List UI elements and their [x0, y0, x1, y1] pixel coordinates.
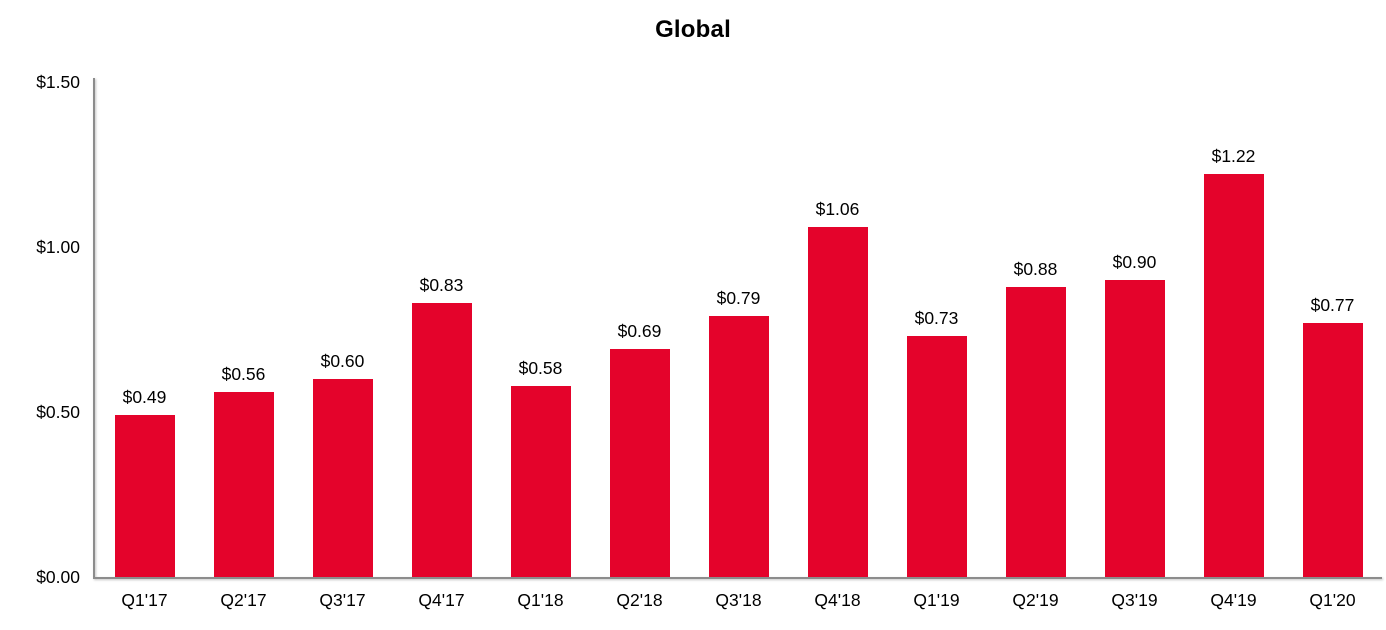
- bar: [114, 415, 175, 577]
- bar-value-label: $0.60: [320, 351, 365, 371]
- y-axis-tick-label: $1.50: [36, 72, 80, 92]
- bar-value-label: $0.90: [1112, 252, 1157, 272]
- bar-group: $0.83 Q4'17: [392, 82, 491, 610]
- bar: [312, 379, 373, 577]
- bar-value-label: $0.58: [518, 357, 563, 378]
- x-axis-tick-label: Q3'18: [715, 590, 762, 610]
- bar: [1005, 286, 1066, 577]
- bar-group: $0.79 Q3'18: [689, 82, 788, 610]
- bar: [609, 349, 670, 577]
- x-axis-tick-label: Q3'19: [1111, 590, 1158, 610]
- bar-group: $0.69 Q2'18: [590, 82, 689, 610]
- x-axis-tick-label: Q4'19: [1210, 590, 1257, 610]
- bar: [906, 336, 967, 577]
- x-axis-tick-label: Q4'18: [814, 590, 861, 610]
- bar-group: $0.73 Q1'19: [887, 82, 986, 610]
- bar-value-label: $0.77: [1310, 294, 1355, 315]
- bar-group: $1.22 Q4'19: [1184, 82, 1283, 610]
- x-axis-tick-label: Q1'17: [121, 590, 168, 610]
- bar-value-label: $1.22: [1211, 146, 1256, 167]
- bar-value-label: $1.06: [815, 199, 860, 220]
- bar-value-label: $0.56: [221, 364, 266, 385]
- bar-group: $0.56 Q2'17: [194, 82, 293, 610]
- bar: [411, 303, 472, 577]
- x-axis-line: [93, 577, 1382, 579]
- y-axis-tick-label: $0.50: [36, 402, 80, 422]
- bar-group: $0.60 Q3'17: [293, 82, 392, 610]
- x-axis-tick-label: Q4'17: [418, 590, 465, 610]
- bar-group: $0.58 Q1'18: [491, 82, 590, 610]
- bar-value-label: $0.83: [419, 275, 464, 296]
- bar: [1302, 322, 1363, 577]
- bar-group: $0.88 Q2'19: [986, 82, 1085, 610]
- x-axis-tick-label: Q2'19: [1012, 590, 1059, 610]
- y-axis: $0.00 $0.50 $1.00 $1.50: [0, 0, 80, 630]
- x-axis-tick-label: Q1'19: [913, 590, 960, 610]
- x-axis-tick-label: Q2'18: [616, 590, 663, 610]
- x-axis-tick-label: Q1'20: [1309, 590, 1356, 610]
- x-axis-tick-label: Q3'17: [319, 590, 366, 610]
- bar-value-label: $0.88: [1013, 258, 1058, 279]
- bar: [807, 227, 868, 577]
- bar-group: $0.77 Q1'20: [1283, 82, 1382, 610]
- bar: [213, 392, 274, 577]
- y-axis-tick-label: $1.00: [36, 237, 80, 257]
- bar-value-label: $0.69: [617, 321, 662, 342]
- bar: [708, 316, 769, 577]
- bar-value-label: $0.79: [716, 288, 761, 309]
- y-axis-line: [93, 78, 95, 577]
- bar-value-label: $0.49: [122, 387, 167, 408]
- bar-group: $0.49 Q1'17: [95, 82, 194, 610]
- bar-group: $1.06 Q4'18: [788, 82, 887, 610]
- y-axis-tick-label: $0.00: [36, 567, 80, 587]
- x-axis-tick-label: Q1'18: [517, 590, 564, 610]
- x-axis-tick-label: Q2'17: [220, 590, 267, 610]
- bar: [510, 385, 571, 577]
- bar-value-label: $0.73: [914, 308, 959, 329]
- chart-title: Global: [655, 16, 731, 43]
- plot-area: $0.49 Q1'17 $0.56 Q2'17 $0.60 Q3'17 $0.83 Q4'17…: [95, 82, 1382, 610]
- bar: [1104, 280, 1165, 577]
- bar-group: $0.90 Q3'19: [1085, 82, 1184, 610]
- bar: [1203, 174, 1264, 577]
